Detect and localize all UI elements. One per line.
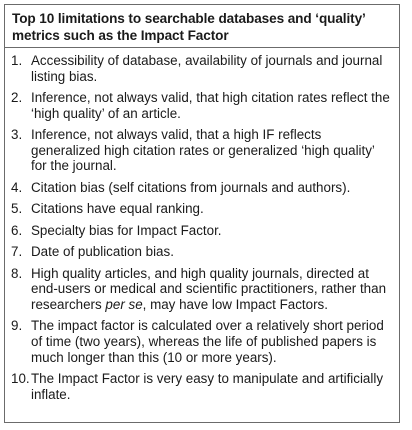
item-number: 3. — [11, 127, 23, 143]
item-number: 2. — [11, 90, 23, 106]
limitations-table: Top 10 limitations to searchable databas… — [4, 4, 400, 423]
list-item: 10. The Impact Factor is very easy to ma… — [11, 371, 393, 402]
item-text: Date of publication bias. — [31, 244, 174, 260]
list-item: 3. Inference, not always valid, that a h… — [11, 127, 393, 174]
list-item: 8. High quality articles, and high quali… — [11, 266, 393, 313]
item-text: Accessibility of database, availability … — [31, 53, 383, 84]
item-number: 10. — [11, 371, 30, 387]
item-number: 5. — [11, 201, 23, 217]
list-item: 7. Date of publication bias. — [11, 244, 393, 260]
list-item: 5. Citations have equal ranking. — [11, 201, 393, 217]
item-text: The impact factor is calculated over a r… — [31, 318, 384, 365]
list-item: 2. Inference, not always valid, that hig… — [11, 90, 393, 121]
list-item: 4. Citation bias (self citations from jo… — [11, 180, 393, 196]
list-item: 6. Specialty bias for Impact Factor. — [11, 223, 393, 239]
item-number: 6. — [11, 222, 23, 238]
item-number: 9. — [11, 318, 23, 334]
item-text: Inference, not always valid, that a high… — [31, 127, 375, 174]
item-text-italic: per se — [105, 296, 143, 312]
list-item: 9. The impact factor is calculated over … — [11, 318, 393, 365]
item-text: Specialty bias for Impact Factor. — [31, 222, 222, 238]
item-text-before: High quality articles, and high quality … — [31, 265, 387, 312]
item-text: Citations have equal ranking. — [31, 201, 204, 217]
list-item: 1. Accessibility of database, availabili… — [11, 53, 393, 84]
item-number: 7. — [11, 244, 23, 260]
item-text: The Impact Factor is very easy to manipu… — [31, 371, 384, 402]
table-title: Top 10 limitations to searchable databas… — [5, 5, 399, 48]
item-text: Inference, not always valid, that high c… — [31, 90, 390, 121]
item-text: Citation bias (self citations from journ… — [31, 179, 351, 195]
item-number: 8. — [11, 265, 23, 281]
item-number: 1. — [11, 53, 23, 68]
limitations-list: 1. Accessibility of database, availabili… — [5, 48, 399, 402]
item-number: 4. — [11, 179, 23, 195]
item-text-after: , may have low Impact Factors. — [142, 296, 328, 312]
item-text: High quality articles, and high quality … — [31, 266, 393, 313]
